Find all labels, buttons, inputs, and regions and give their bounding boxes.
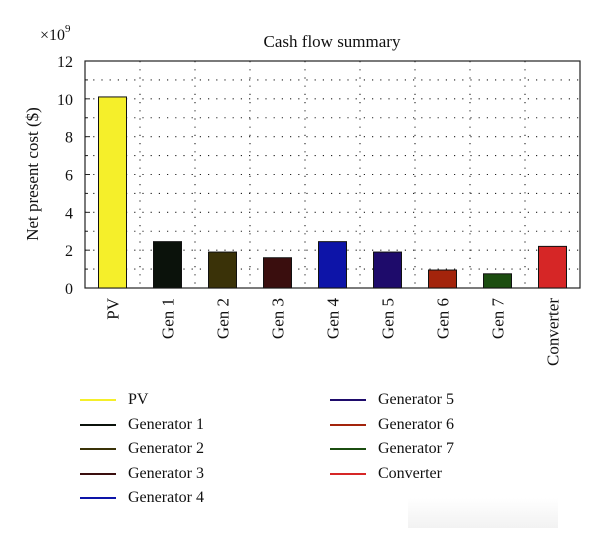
- legend-item: Generator 1: [80, 413, 204, 438]
- legend-item: Generator 5: [330, 388, 454, 413]
- bar-gen-3: [263, 257, 292, 289]
- legend-label: Converter: [378, 464, 442, 482]
- legend-column-2: Generator 5 Generator 6 Generator 7 Convert…: [330, 388, 454, 486]
- legend-label: Generator 7: [378, 440, 454, 458]
- x-tick-label: Gen 4: [324, 298, 343, 340]
- legend-item: Generator 2: [80, 437, 204, 462]
- x-tick-label: PV: [104, 297, 123, 319]
- legend-swatch: [330, 472, 366, 475]
- x-tick-label: Gen 6: [434, 298, 453, 339]
- y-axis-label: Net present cost ($): [23, 107, 42, 241]
- legend-shade: [408, 498, 558, 528]
- x-tick-label: Gen 1: [159, 298, 178, 339]
- legend-column-1: PV Generator 1 Generator 2 Generator 3 Gener…: [80, 388, 204, 511]
- x-tick-label: Gen 2: [214, 298, 233, 339]
- bar-gen-2: [208, 251, 237, 289]
- y-tick-label: 8: [65, 130, 73, 147]
- bar-gen-1: [153, 241, 182, 289]
- bar-pv: [98, 96, 127, 289]
- legend-swatch: [80, 399, 116, 402]
- legend-label: Generator 1: [128, 415, 204, 433]
- bar-gen-5: [373, 251, 402, 289]
- legend-swatch: [80, 448, 116, 451]
- y-tick-label: 0: [65, 281, 73, 298]
- bar-converter: [538, 245, 567, 289]
- legend-item: Generator 4: [80, 486, 204, 511]
- legend-swatch: [330, 423, 366, 426]
- y-axis-ticks: 0 2 4 6 8 10 12: [57, 54, 90, 298]
- legend-label: Generator 3: [128, 464, 204, 482]
- legend-label: Generator 4: [128, 489, 204, 507]
- chart-title: Cash flow summary: [264, 32, 401, 51]
- y-tick-label: 6: [65, 168, 73, 185]
- legend-label: Generator 5: [378, 391, 454, 409]
- y-tick-label: 4: [65, 205, 73, 222]
- bar-gen-6: [428, 269, 457, 289]
- legend-item: PV: [80, 388, 204, 413]
- legend-swatch: [80, 423, 116, 426]
- legend-label: PV: [128, 391, 149, 409]
- x-tick-label: Gen 3: [269, 298, 288, 339]
- legend-swatch: [330, 399, 366, 402]
- bars: [98, 96, 567, 289]
- bar-gen-7: [483, 273, 512, 289]
- legend-label: Generator 2: [128, 440, 204, 458]
- y-tick-label: 10: [57, 92, 73, 109]
- legend-swatch: [330, 448, 366, 451]
- x-tick-label: Converter: [544, 298, 563, 366]
- x-tick-label: Gen 7: [489, 298, 508, 340]
- legend-item: Generator 3: [80, 462, 204, 487]
- y-tick-label: 2: [65, 243, 73, 260]
- legend-label: Generator 6: [378, 415, 454, 433]
- y-tick-label: 12: [57, 54, 73, 71]
- legend: PV Generator 1 Generator 2 Generator 3 Gener…: [80, 388, 560, 528]
- legend-swatch: [80, 472, 116, 475]
- legend-swatch: [80, 497, 116, 500]
- x-axis-ticks: PV Gen 1 Gen 2 Gen 3 Gen 4 Gen 5 Gen 6 Gen 7 Con…: [104, 297, 563, 366]
- legend-item: Generator 6: [330, 413, 454, 438]
- legend-item: Converter: [330, 462, 454, 487]
- y-axis-multiplier: ×109: [40, 23, 71, 44]
- chart: 0 2 4 6 8 10 12 PV Gen 1 Gen 2 Gen 3 Gen 4 Gen 5 Gen…: [23, 23, 581, 366]
- x-tick-label: Gen 5: [379, 298, 398, 339]
- legend-item: Generator 7: [330, 437, 454, 462]
- bar-gen-4: [318, 241, 347, 289]
